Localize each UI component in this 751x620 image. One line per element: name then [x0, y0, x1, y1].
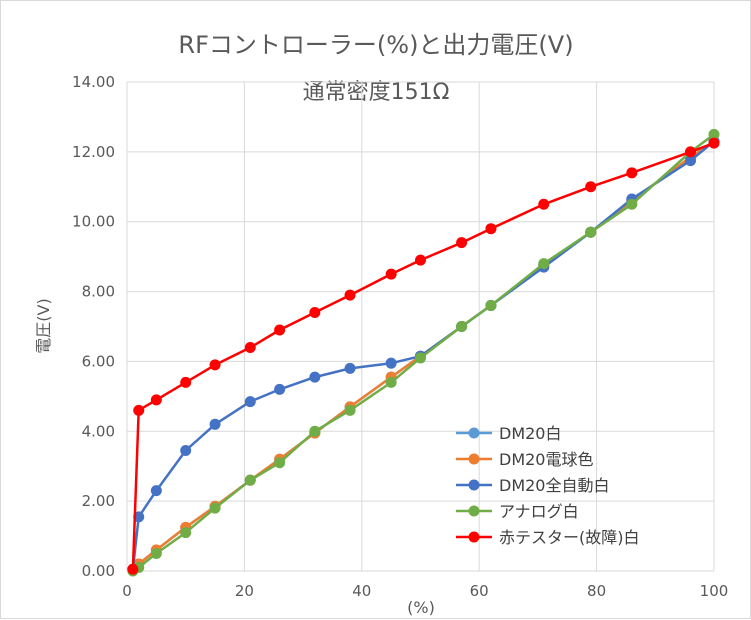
data-point: [708, 137, 720, 149]
data-point: [385, 268, 397, 280]
data-point: [274, 457, 286, 469]
legend-item: アナログ白: [456, 502, 579, 521]
data-point: [209, 418, 221, 430]
y-tick-label: 4.00: [82, 422, 115, 440]
data-point: [685, 146, 697, 158]
series-3: [127, 128, 720, 577]
legend-item: 赤テスター(故障)白: [456, 528, 640, 547]
series-4: [127, 137, 720, 575]
data-point: [485, 300, 497, 312]
data-point: [309, 425, 321, 437]
data-point: [244, 474, 256, 486]
y-tick-label: 0.00: [82, 562, 115, 580]
y-tick-label: 14.00: [72, 73, 115, 91]
data-point: [456, 237, 468, 249]
series-lines: [127, 128, 720, 577]
series-line: [132, 133, 715, 573]
legend-item: DM20電球色: [456, 450, 594, 469]
y-axis-label: 電圧(V): [34, 298, 53, 353]
y-tick-label: 12.00: [72, 143, 115, 161]
data-point: [244, 396, 256, 408]
data-point: [585, 226, 597, 238]
tick-labels: 0.00 2.00 4.00 6.00 8.00 10.00 12.00 14.00 0 20 40…: [72, 73, 728, 600]
chart-subtitle: 通常密度151Ω: [303, 80, 450, 105]
x-axis-label: (%): [407, 598, 435, 617]
data-point: [180, 527, 192, 539]
legend-swatch-marker: [468, 427, 480, 439]
data-point: [150, 485, 162, 497]
legend-item: DM20白: [456, 424, 562, 443]
legend-label: DM20電球色: [499, 450, 594, 469]
data-point: [685, 155, 697, 167]
data-point: [456, 321, 468, 332]
data-point: [344, 289, 356, 301]
x-tick-label: 80: [587, 582, 606, 600]
x-tick-label: 0: [122, 582, 132, 600]
data-point: [274, 324, 286, 336]
data-point: [415, 352, 426, 364]
series-line: [131, 141, 715, 570]
gridlines: [126, 81, 715, 572]
y-tick-label: 6.00: [82, 352, 115, 370]
data-point: [180, 376, 192, 388]
legend-label: DM20白: [499, 424, 562, 443]
chart-title: RFコントローラー(%)と出力電圧(V): [178, 31, 573, 59]
y-tick-label: 8.00: [82, 283, 115, 301]
legend-swatch-marker: [468, 453, 480, 465]
data-point: [209, 502, 221, 514]
legend-swatch-marker: [468, 479, 480, 491]
data-point: [585, 181, 597, 193]
y-tick-label: 2.00: [82, 492, 115, 510]
data-point: [150, 548, 162, 560]
data-point: [209, 359, 221, 371]
data-point: [385, 376, 397, 388]
data-point: [244, 341, 256, 353]
data-point: [538, 198, 550, 210]
legend-label: アナログ白: [499, 502, 579, 521]
data-point: [344, 404, 356, 416]
legend-swatch-marker: [468, 505, 480, 517]
data-point: [538, 258, 550, 270]
data-point: [309, 371, 321, 383]
legend-item: DM20全自動白: [456, 476, 610, 495]
legend-label: DM20全自動白: [499, 476, 610, 495]
x-tick-label: 60: [470, 582, 489, 600]
legend-swatch-marker: [468, 531, 480, 543]
x-tick-label: 100: [700, 582, 729, 600]
data-point: [274, 383, 286, 395]
data-point: [708, 128, 720, 140]
legend-label: 赤テスター(故障)白: [499, 528, 640, 547]
x-tick-label: 20: [235, 582, 254, 600]
data-point: [626, 167, 638, 179]
data-point: [309, 307, 321, 319]
data-point: [626, 198, 638, 210]
data-point: [180, 444, 192, 456]
data-point: [485, 223, 497, 235]
data-point: [415, 254, 426, 266]
y-tick-label: 10.00: [72, 213, 115, 231]
x-tick-label: 40: [352, 582, 371, 600]
data-point: [344, 362, 356, 374]
data-point: [127, 563, 139, 575]
data-point: [385, 357, 397, 369]
data-point: [150, 394, 162, 406]
data-point: [133, 404, 145, 416]
